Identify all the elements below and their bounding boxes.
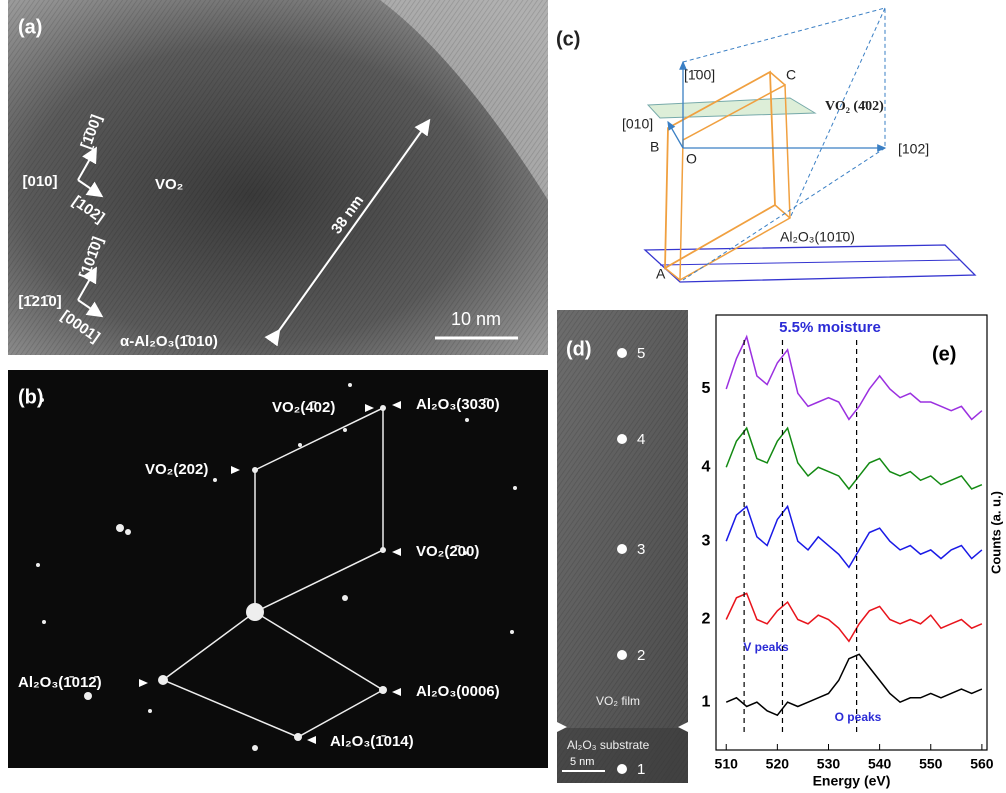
spectrum [726, 506, 982, 567]
direction: [1̄21̄0] [18, 293, 61, 310]
film-label: VO₂ film [596, 694, 640, 708]
vo2-plane [648, 98, 815, 118]
x-axis-label: Energy (eV) [813, 773, 891, 789]
series-label: 4 [702, 458, 711, 475]
panel-b: (b) VO₂(4̄02) Al₂O₃(303̄0) VO₂(202) VO₂(… [8, 370, 548, 768]
point-label: 2 [637, 647, 645, 664]
x-tick-label: 540 [868, 756, 892, 772]
direction: [1̄00] [684, 67, 715, 83]
spot-label: Al₂O₃(303̄0) [416, 396, 500, 413]
point-label: C [786, 67, 796, 83]
point-label: A [656, 266, 666, 282]
spectrum [726, 654, 982, 715]
series-label: 5 [702, 380, 711, 397]
x-tick-label: 560 [970, 756, 994, 772]
point-label: B [650, 139, 659, 155]
direction: [010] [622, 116, 653, 132]
unit-cell [770, 72, 785, 85]
spot-label: VO₂(2̄00) [416, 543, 479, 560]
lattice-fringes [8, 0, 548, 355]
substrate-label: α-Al₂O₃(1̄010) [120, 333, 218, 350]
spectrum [726, 428, 982, 489]
spot-label: Al₂O₃(1̄014) [330, 733, 414, 750]
x-tick-label: 520 [766, 756, 790, 772]
panel-label: (e) [932, 343, 956, 365]
x-tick-label: 530 [817, 756, 841, 772]
panel-e [716, 315, 987, 750]
al2o3-plane [660, 260, 960, 265]
unit-cell [665, 268, 680, 280]
point-label: 1 [637, 761, 645, 778]
panel-d: (d) 5 4 3 2 1 VO₂ film Al₂O₃ substrate 5… [557, 310, 688, 783]
figure: (a) [1̄00] [010] [102] VO₂ [101̄0] [1̄21… [0, 0, 1006, 793]
point-label: 5 [637, 345, 645, 362]
axis [668, 122, 683, 148]
x-tick-label: 550 [919, 756, 943, 772]
panel-c: (c) [1̄00] [010] [102] A B C O VO₂ (4̄02… [556, 8, 975, 282]
spot-label: Al₂O₃(1̄012̄) [18, 674, 102, 691]
panel-label: (d) [566, 338, 592, 360]
panel-label: (a) [18, 16, 42, 38]
plot-frame [716, 315, 987, 750]
spectrum [726, 593, 982, 641]
plane-label: Al₂O₃(101̄0) [780, 229, 855, 245]
substrate-label: Al₂O₃ substrate [567, 738, 650, 752]
annotation: V peaks [743, 640, 789, 654]
phase-label: VO₂ [155, 176, 183, 193]
annotation: O peaks [835, 710, 882, 724]
chart-title: 5.5% moisture [779, 319, 881, 336]
series-label: 1 [702, 693, 711, 710]
series-label: 3 [702, 532, 711, 549]
point-label: 4 [637, 431, 645, 448]
direction: [102] [898, 141, 929, 157]
series-label: 2 [702, 611, 711, 628]
scale-bar-label: 5 nm [570, 756, 594, 768]
direction: [010] [22, 173, 57, 190]
panel-a: (a) [1̄00] [010] [102] VO₂ [101̄0] [1̄21… [8, 0, 548, 355]
panel-label: (b) [18, 386, 44, 408]
x-tick-label: 510 [715, 756, 739, 772]
panel-label: (c) [556, 28, 580, 50]
plane-label: VO₂ (4̄02) [825, 99, 884, 114]
spot-label: VO₂(202) [145, 461, 208, 478]
point-label: 3 [637, 541, 645, 558]
scale-bar-label: 10 nm [451, 309, 501, 329]
point-label: O [686, 151, 697, 167]
spot-label: VO₂(4̄02) [272, 399, 335, 416]
y-axis-label: Counts (a. u.) [988, 491, 1003, 574]
diffraction-image [8, 370, 548, 768]
unit-cell [775, 205, 790, 218]
spot-label: Al₂O₃(0006) [416, 683, 500, 700]
